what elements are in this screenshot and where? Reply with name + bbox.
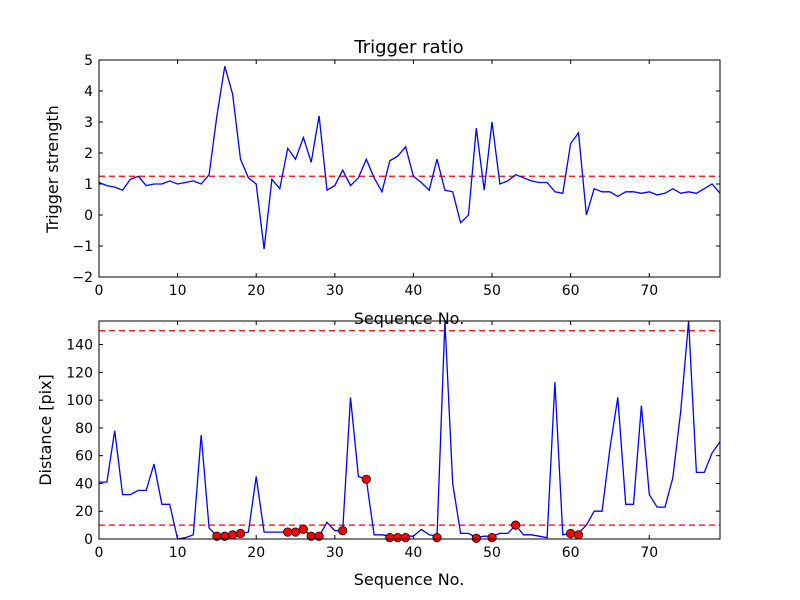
- y-tick-label: 0: [84, 208, 93, 224]
- y-tick-label: 20: [75, 504, 93, 520]
- y-tick-label: 2: [84, 146, 93, 162]
- x-tick-label: 60: [562, 545, 580, 561]
- threshold-lines: [99, 330, 720, 526]
- x-tick-label: 40: [405, 283, 423, 299]
- marker-group: [212, 474, 584, 543]
- y-tick-label: 40: [75, 476, 93, 492]
- y-tick-label: −1: [72, 239, 93, 255]
- trigger-marker: [283, 527, 293, 537]
- x-tick-label: 10: [169, 545, 187, 561]
- y-tick-label: −2: [72, 270, 93, 286]
- x-tick-label: 30: [326, 545, 344, 561]
- x-axis-label: Sequence No.: [354, 570, 465, 589]
- x-tick-label: 70: [640, 283, 658, 299]
- trigger-marker: [290, 527, 301, 537]
- distance-chart: Distance [pix] Sequence No. 0 10 20 30 40 50 6…: [36, 320, 721, 589]
- trigger-marker: [471, 533, 481, 543]
- plot-frame: [98, 320, 721, 540]
- trigger-marker: [314, 531, 324, 541]
- y-tick-label: 140: [66, 338, 93, 354]
- trigger-marker: [298, 524, 308, 534]
- tick-group: 0 10 20 30 40 50 60 70 −2 −1 0 1 2 3 4 5: [72, 53, 720, 299]
- y-tick-label: 60: [75, 449, 93, 465]
- y-tick-label: 0: [84, 532, 93, 548]
- trigger-marker: [566, 528, 576, 539]
- trigger-marker: [393, 533, 403, 543]
- y-tick-label: 1: [84, 177, 93, 193]
- trigger-marker: [235, 528, 246, 539]
- trigger-marker: [361, 474, 371, 484]
- trigger-marker: [511, 520, 521, 530]
- x-tick-label: 0: [95, 545, 104, 561]
- x-tick-label: 50: [483, 283, 501, 299]
- trigger-strength-line: [98, 66, 721, 250]
- trigger-marker: [400, 533, 411, 543]
- trigger-marker: [573, 530, 584, 540]
- y-axis-label: Distance [pix]: [36, 374, 55, 486]
- x-tick-label: 20: [247, 283, 265, 299]
- y-axis-label: Trigger strength: [43, 105, 62, 234]
- x-tick-label: 40: [405, 545, 423, 561]
- x-tick-label: 60: [562, 283, 580, 299]
- y-tick-label: 120: [66, 365, 93, 381]
- y-tick-label: 5: [84, 53, 93, 69]
- y-tick-label: 4: [84, 84, 93, 100]
- trigger-marker: [228, 530, 238, 540]
- x-tick-label: 0: [95, 283, 104, 299]
- trigger-marker: [385, 533, 395, 543]
- y-tick-label: 100: [66, 393, 93, 409]
- trigger-marker: [432, 533, 442, 543]
- tick-group: 0 10 20 30 40 50 60 70 0 20 40 60 80 100 120 140: [66, 321, 720, 561]
- x-tick-label: 10: [169, 283, 187, 299]
- y-tick-label: 3: [84, 115, 93, 131]
- x-tick-label: 30: [326, 283, 344, 299]
- x-tick-label: 20: [247, 545, 265, 561]
- trigger-ratio-chart: Trigger ratio Trigger strength Sequence …: [43, 37, 721, 328]
- x-tick-label: 70: [640, 545, 658, 561]
- chart-title: Trigger ratio: [353, 37, 463, 58]
- trigger-marker: [487, 533, 497, 543]
- x-tick-label: 50: [483, 545, 501, 561]
- x-axis-label: Sequence No.: [354, 309, 465, 328]
- trigger-marker: [338, 526, 348, 536]
- y-tick-label: 80: [75, 421, 93, 437]
- plot-frame: [98, 59, 721, 278]
